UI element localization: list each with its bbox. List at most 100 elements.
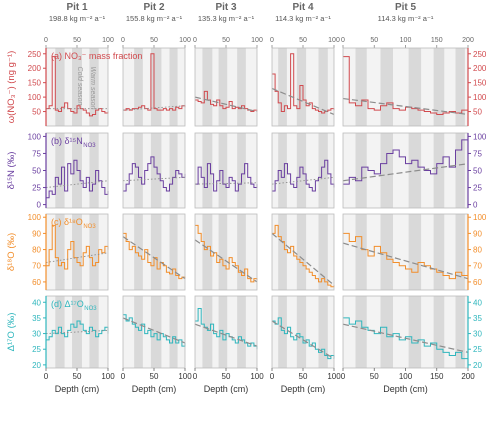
panel-c-pit-1 [45,213,109,291]
cold-season-band [433,296,445,368]
cold-season-band [408,214,422,290]
cold-season-band [218,214,228,290]
bottom-tick-label: 50 [370,372,379,381]
cold-season-band [89,133,99,208]
cold-season-band [134,296,143,368]
data-series [272,317,335,360]
trend-line [122,317,186,344]
cold-season-band [72,214,82,290]
pit-accumulation-rate: 114.3 kg m⁻² a⁻¹ [275,14,331,23]
left-tick-label: 50 [32,167,41,176]
right-tick-label: 100 [473,132,487,141]
cold-season-band [355,214,367,290]
panel-label-subscript: NO3 [84,306,97,312]
cold-season-band [355,296,367,368]
bottom-tick-label: 50 [222,372,231,381]
right-tick-label: 60 [473,278,482,287]
bottom-tick-label: 50 [150,372,159,381]
trend-line [342,323,469,353]
right-tick-label: 250 [473,50,487,59]
right-tick-label: 100 [473,213,487,222]
right-tick-label: 90 [473,229,482,238]
cold-season-band [237,133,246,208]
top-tick-label: 0 [44,37,48,44]
bottom-tick-label: 100 [399,372,413,381]
panel-label: (a) NO₃⁻ mass fraction [51,51,142,61]
panel-label: (c) δ¹⁸O [51,217,83,227]
left-tick-label: 100 [28,213,42,222]
cold-season-band [433,48,445,126]
trend-line [122,236,186,280]
bottom-tick-label: 200 [461,372,475,381]
pit-accumulation-rate: 135.3 kg m⁻² a⁻¹ [198,14,255,23]
right-tick-label: 20 [473,361,482,370]
data-series [343,56,469,115]
cold-season-label: Cold season [76,67,83,106]
bottom-tick-label: 0 [341,372,346,381]
left-tick-label: 25 [32,184,41,193]
right-tick-label: 25 [473,184,482,193]
data-series [46,224,109,270]
panel-frame [194,132,258,209]
cold-season-band [318,296,328,368]
panel-d-pit-4 [271,295,335,369]
top-tick-label: 50 [73,37,81,44]
data-series [195,224,258,283]
cold-season-band [455,214,465,290]
data-series [46,56,109,117]
cold-season-band [150,296,162,368]
panel-c-pit-2 [122,213,186,291]
pit-title: Pit 3 [215,2,237,13]
top-tick-label: 100 [400,37,412,44]
y-axis-label: Δ¹⁷O (‰) [6,313,17,352]
cold-season-band [202,296,213,368]
right-tick-label: 200 [473,64,487,73]
cold-season-band [408,48,422,126]
left-tick-label: 40 [32,298,41,307]
top-tick-label: 100 [179,37,191,44]
bottom-tick-label: 0 [193,372,198,381]
bottom-tick-label: 0 [44,372,49,381]
top-tick-label: 150 [431,37,443,44]
trend-line [194,323,258,347]
panel-label-subscript: NO3 [83,224,96,230]
panel-a-pit-1 [45,47,109,127]
right-tick-label: 75 [473,149,482,158]
y-axis-label: ω(NO₃⁻) (ng g⁻¹) [6,51,17,124]
pit-accumulation-rate: 155.8 kg m⁻² a⁻¹ [126,14,183,23]
panel-b-pit-5 [342,132,469,209]
left-tick-label: 200 [28,64,42,73]
panel-a-pit-2 [122,47,186,127]
cold-season-band [89,214,99,290]
cold-season-band [278,48,287,126]
pit-title: Pit 1 [66,2,88,13]
x-axis-label: Depth (cm) [132,384,177,394]
cold-season-band [169,296,178,368]
top-tick-label: 100 [328,37,340,44]
panel-b-pit-4 [271,132,335,209]
bottom-tick-label: 50 [299,372,308,381]
cold-season-band [278,133,287,208]
data-series [123,53,186,111]
right-tick-label: 40 [473,298,482,307]
data-series [272,159,335,192]
panel-frame [122,47,186,127]
bottom-tick-label: 100 [178,372,192,381]
cold-season-band [318,48,328,126]
panel-b-pit-2 [122,132,186,209]
cold-season-band [237,48,246,126]
top-tick-label: 50 [370,37,378,44]
right-tick-label: 25 [473,345,482,354]
panel-d-pit-1 [45,295,109,369]
cold-season-band [55,48,65,126]
x-axis-label: Depth (cm) [204,384,249,394]
data-series [195,308,258,350]
cold-season-band [134,214,143,290]
top-tick-label: 200 [462,37,474,44]
right-tick-label: 150 [473,79,487,88]
panel-frame [122,132,186,209]
right-tick-label: 0 [473,201,478,210]
right-tick-label: 80 [473,246,482,255]
cold-season-band [169,214,178,290]
